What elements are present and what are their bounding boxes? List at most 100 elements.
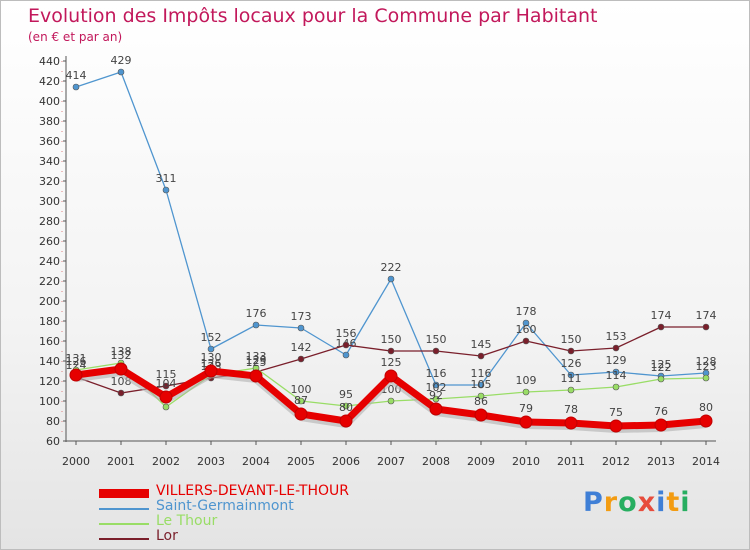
- data-label: 222: [381, 261, 402, 274]
- data-label: 95: [339, 388, 353, 401]
- x-tick-label: 2011: [557, 455, 585, 468]
- x-tick-label: 2004: [242, 455, 270, 468]
- data-label: 173: [291, 310, 312, 323]
- data-point: [522, 319, 530, 327]
- data-label: 123: [696, 360, 717, 373]
- data-point: [609, 419, 623, 433]
- data-point: [657, 323, 665, 331]
- data-label: 116: [426, 367, 447, 380]
- x-tick-label: 2009: [467, 455, 495, 468]
- data-label: 138: [111, 345, 132, 358]
- data-label: 100: [291, 383, 312, 396]
- series-saint-germainmont: 4144293111521761731462221161161781261291…: [66, 54, 717, 389]
- data-label: 142: [291, 341, 312, 354]
- y-tick-label: 100: [39, 395, 60, 408]
- data-point: [567, 386, 575, 394]
- y-tick-label: 160: [39, 335, 60, 348]
- data-point: [207, 345, 215, 353]
- legend-label: VILLERS-DEVANT-LE-THOUR: [156, 483, 349, 499]
- data-label: 114: [606, 369, 627, 382]
- data-label: 128: [696, 355, 717, 368]
- brand-letter: r: [603, 487, 619, 518]
- data-label: 125: [651, 358, 672, 371]
- data-point: [342, 351, 350, 359]
- y-tick-label: 320: [39, 175, 60, 188]
- y-tick-label: 280: [39, 215, 60, 228]
- y-tick-label: 360: [39, 135, 60, 148]
- data-label: 311: [156, 172, 177, 185]
- brand-letter: P: [583, 487, 604, 518]
- data-point: [432, 347, 440, 355]
- data-label: 125: [246, 356, 267, 369]
- data-label: 174: [651, 309, 672, 322]
- data-label: 122: [651, 361, 672, 374]
- data-point: [249, 369, 263, 383]
- data-label: 115: [156, 368, 177, 381]
- data-label: 131: [66, 352, 87, 365]
- y-tick-label: 420: [39, 75, 60, 88]
- data-point: [432, 381, 440, 389]
- data-point: [477, 392, 485, 400]
- data-point: [294, 407, 308, 421]
- x-tick-label: 2000: [62, 455, 90, 468]
- data-label: 129: [606, 354, 627, 367]
- legend-label: Saint-Germainmont: [156, 498, 294, 514]
- data-point: [702, 323, 710, 331]
- data-label: 111: [561, 372, 582, 385]
- brand-letter: i: [656, 487, 667, 518]
- y-tick-label: 260: [39, 235, 60, 248]
- data-point: [117, 68, 125, 76]
- data-label: 76: [654, 405, 668, 418]
- data-point: [519, 415, 533, 429]
- data-label: 104: [156, 377, 177, 390]
- y-tick-label: 400: [39, 95, 60, 108]
- data-label: 116: [471, 367, 492, 380]
- y-tick-label: 220: [39, 275, 60, 288]
- data-label: 174: [696, 309, 717, 322]
- legend-swatch: [99, 538, 149, 540]
- data-point: [339, 414, 353, 428]
- data-label: 129: [246, 354, 267, 367]
- y-tick-label: 240: [39, 255, 60, 268]
- data-label: 75: [609, 406, 623, 419]
- data-point: [522, 337, 530, 345]
- data-label: 156: [336, 327, 357, 340]
- x-tick-label: 2007: [377, 455, 405, 468]
- data-point: [387, 397, 395, 405]
- data-label: 80: [339, 401, 353, 414]
- brand-letter: o: [618, 487, 638, 518]
- brand-letter: t: [666, 487, 681, 518]
- legend-label: Lor: [156, 528, 178, 544]
- data-label: 109: [516, 374, 537, 387]
- data-label: 102: [426, 381, 447, 394]
- data-label: 80: [699, 401, 713, 414]
- data-point: [567, 371, 575, 379]
- x-tick-label: 2003: [197, 455, 225, 468]
- data-point: [114, 362, 128, 376]
- data-point: [699, 414, 713, 428]
- data-point: [429, 402, 443, 416]
- legend-swatch: [99, 508, 149, 510]
- chart-subtitle: (en € et par an): [28, 30, 123, 44]
- y-tick-label: 200: [39, 295, 60, 308]
- data-point: [297, 355, 305, 363]
- y-tick-label: 180: [39, 315, 60, 328]
- data-point: [477, 381, 485, 389]
- data-point: [702, 374, 710, 382]
- data-label: 92: [429, 389, 443, 402]
- chart-title: Evolution des Impôts locaux pour la Comm…: [28, 5, 598, 27]
- data-point: [69, 368, 83, 382]
- data-point: [477, 352, 485, 360]
- data-point: [474, 408, 488, 422]
- data-label: 150: [561, 333, 582, 346]
- data-point: [342, 341, 350, 349]
- data-label: 150: [381, 333, 402, 346]
- legend-swatch: [99, 523, 149, 525]
- data-label: 86: [474, 395, 488, 408]
- data-point: [159, 390, 173, 404]
- y-tick-label: 60: [46, 435, 60, 448]
- data-point: [432, 395, 440, 403]
- data-label: 429: [111, 54, 132, 67]
- data-label: 414: [66, 69, 87, 82]
